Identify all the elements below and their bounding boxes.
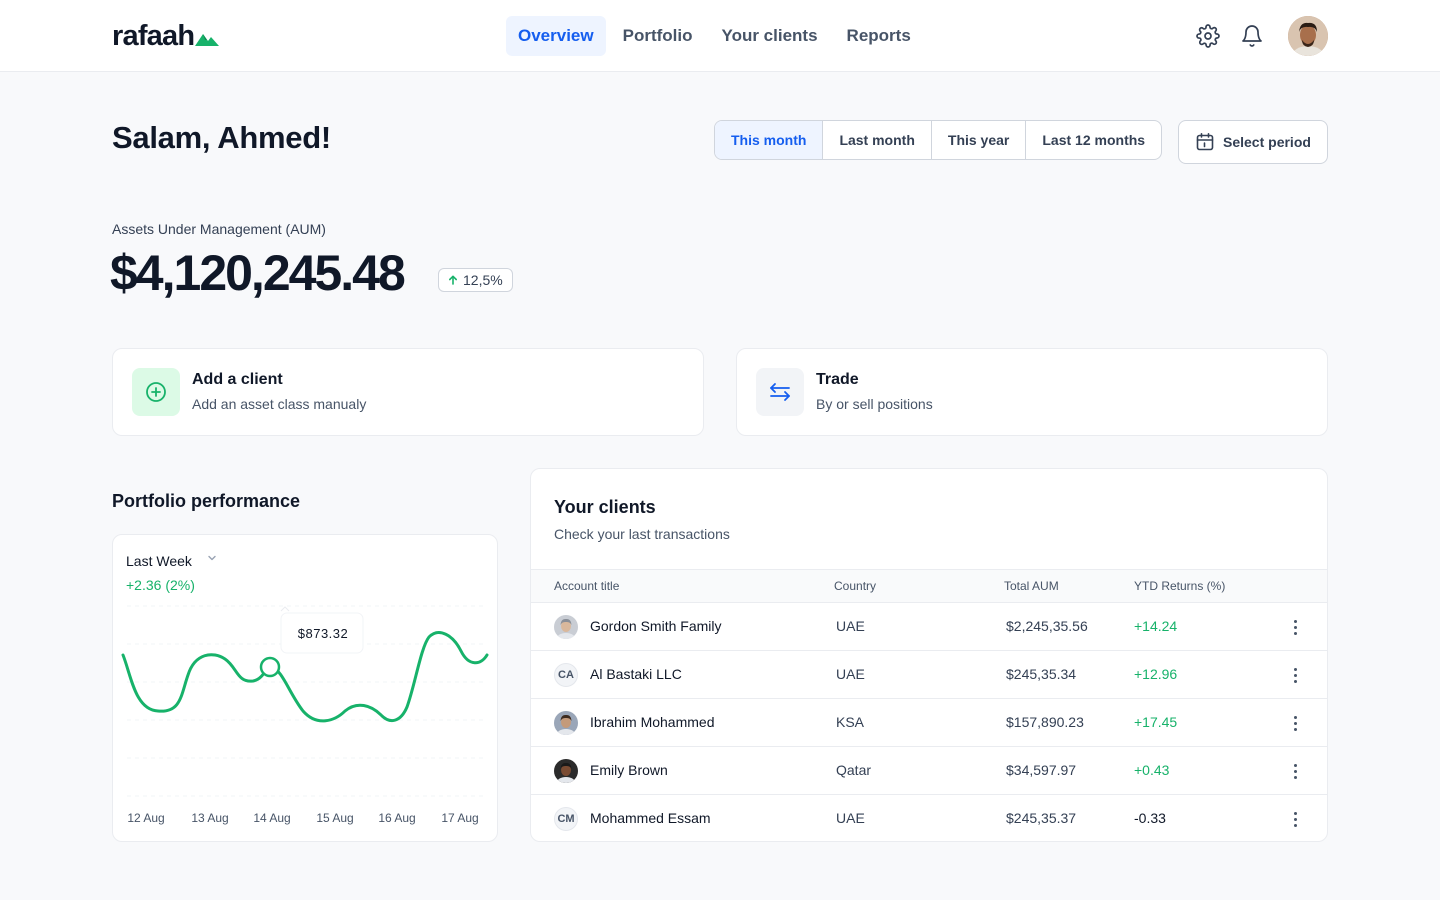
- trade-subtitle: By or sell positions: [816, 396, 933, 412]
- row-more-icon[interactable]: [1285, 760, 1305, 782]
- client-country: Qatar: [836, 762, 872, 778]
- portfolio-performance-title: Portfolio performance: [112, 491, 301, 511]
- portfolio-performance-card: $873.32 12 Aug 13 Aug 14 Aug 15 Aug 16 Aug 17…: [112, 534, 498, 842]
- arrow-up-icon: [448, 275, 457, 285]
- user-avatar[interactable]: [1288, 16, 1328, 56]
- x-tick-label: 12 Aug: [127, 811, 164, 825]
- select-period-button[interactable]: Select period: [1178, 120, 1328, 164]
- client-country: UAE: [836, 618, 865, 634]
- calendar-icon: [1196, 132, 1214, 151]
- gear-icon[interactable]: [1196, 24, 1220, 48]
- client-ytd-return: +17.45: [1134, 714, 1178, 730]
- client-name[interactable]: Al Bastaki LLC: [590, 666, 682, 682]
- logo-mountain-icon: [195, 34, 220, 46]
- row-more-icon[interactable]: [1285, 664, 1305, 686]
- select-period-label: Select period: [1223, 134, 1311, 150]
- client-total-aum: $2,245,35.56: [1006, 618, 1088, 634]
- top-header: rafaah Overview Portfolio Your clients R…: [0, 0, 1440, 72]
- clients-subtitle: Check your last transactions: [554, 526, 730, 542]
- table-row[interactable]: Emily Brown Qatar $34,597.97 +0.43: [531, 747, 1327, 795]
- range-dropdown-label: Last Week: [126, 553, 192, 569]
- performance-change: +2.36 (2%): [126, 577, 195, 593]
- clients-table-header: Account title Country Total AUM YTD Retu…: [531, 569, 1327, 603]
- chevron-down-icon: [208, 555, 216, 561]
- period-this-month[interactable]: This month: [715, 121, 824, 159]
- main-nav: Overview Portfolio Your clients Reports: [506, 16, 928, 56]
- client-ytd-return: -0.33: [1134, 810, 1166, 826]
- swap-arrows-icon: [770, 383, 790, 401]
- aum-label: Assets Under Management (AUM): [112, 221, 326, 237]
- client-name[interactable]: Emily Brown: [590, 762, 668, 778]
- add-client-icon-wrap: [132, 368, 180, 416]
- row-more-icon[interactable]: [1285, 616, 1305, 638]
- col-account-title[interactable]: Account title: [554, 579, 620, 593]
- add-client-card[interactable]: Add a client Add an asset class manualy: [112, 348, 704, 436]
- clients-title: Your clients: [554, 497, 656, 517]
- nav-your-clients[interactable]: Your clients: [721, 26, 818, 45]
- row-more-icon[interactable]: [1285, 712, 1305, 734]
- x-tick-label: 13 Aug: [191, 811, 228, 825]
- table-row[interactable]: Gordon Smith Family UAE $2,245,35.56 +14.24: [531, 603, 1327, 651]
- client-ytd-return: +14.24: [1134, 618, 1178, 634]
- add-client-title: Add a client: [192, 371, 283, 388]
- table-row[interactable]: Ibrahim Mohammed KSA $157,890.23 +17.45: [531, 699, 1327, 747]
- greeting-title: Salam, Ahmed!: [112, 120, 331, 155]
- col-total-aum[interactable]: Total AUM: [1004, 579, 1059, 593]
- bell-icon[interactable]: [1240, 24, 1264, 48]
- nav-portfolio[interactable]: Portfolio: [622, 26, 693, 45]
- period-this-year[interactable]: This year: [932, 121, 1027, 159]
- col-ytd-returns[interactable]: YTD Returns (%): [1134, 579, 1226, 593]
- user-avatar-image: [1288, 16, 1328, 56]
- brand-logo[interactable]: rafaah: [112, 20, 220, 52]
- client-total-aum: $157,890.23: [1006, 714, 1084, 730]
- x-tick-label: 14 Aug: [253, 811, 290, 825]
- client-avatar: CM: [554, 807, 578, 831]
- client-country: KSA: [836, 714, 865, 730]
- x-tick-label: 16 Aug: [378, 811, 415, 825]
- trade-title: Trade: [816, 371, 859, 388]
- performance-chart: $873.32 12 Aug 13 Aug 14 Aug 15 Aug 16 Aug 17…: [121, 605, 489, 825]
- client-avatar: [554, 615, 578, 639]
- client-avatar: [554, 711, 578, 735]
- client-country: UAE: [836, 810, 865, 826]
- period-segmented-control: This month Last month This year Last 12 …: [714, 120, 1163, 160]
- trade-icon-wrap: [756, 368, 804, 416]
- x-axis-ticks: 12 Aug 13 Aug 14 Aug 15 Aug 16 Aug 17 Aug: [127, 811, 478, 825]
- nav-reports[interactable]: Reports: [846, 26, 911, 45]
- client-name[interactable]: Ibrahim Mohammed: [590, 714, 715, 730]
- client-avatar: [554, 759, 578, 783]
- aum-change-value: 12,5%: [463, 272, 503, 288]
- client-total-aum: $245,35.37: [1006, 810, 1077, 826]
- tooltip-value: $873.32: [298, 626, 349, 641]
- row-more-icon[interactable]: [1285, 808, 1305, 830]
- client-avatar: CA: [554, 663, 578, 687]
- plus-circle-icon: [146, 382, 166, 402]
- client-country: UAE: [836, 666, 865, 682]
- clients-card: Your clients Check your last transaction…: [530, 468, 1328, 842]
- aum-change-badge: 12,5%: [438, 268, 513, 292]
- chart-tooltip: $873.32: [280, 606, 364, 654]
- client-ytd-return: +0.43: [1134, 762, 1170, 778]
- trade-card[interactable]: Trade By or sell positions: [736, 348, 1328, 436]
- period-last-12-months[interactable]: Last 12 months: [1042, 132, 1146, 148]
- hover-point[interactable]: [259, 656, 281, 678]
- client-total-aum: $34,597.97: [1006, 762, 1077, 778]
- table-row[interactable]: CA Al Bastaki LLC UAE $245,35.34 +12.96: [531, 651, 1327, 699]
- series-line: [121, 631, 489, 723]
- client-name[interactable]: Gordon Smith Family: [590, 618, 722, 634]
- x-tick-label: 15 Aug: [316, 811, 353, 825]
- col-country[interactable]: Country: [834, 579, 877, 593]
- period-last-month[interactable]: Last month: [823, 121, 932, 159]
- client-ytd-return: +12.96: [1134, 666, 1178, 682]
- table-row[interactable]: CM Mohammed Essam UAE $245,35.37 -0.33: [531, 795, 1327, 841]
- client-total-aum: $245,35.34: [1006, 666, 1077, 682]
- nav-overview[interactable]: Overview: [506, 16, 606, 56]
- range-dropdown[interactable]: Last Week: [126, 553, 218, 569]
- brand-name: rafaah: [112, 20, 195, 52]
- x-tick-label: 17 Aug: [441, 811, 478, 825]
- aum-value: $4,120,245.48: [110, 245, 406, 301]
- client-name[interactable]: Mohammed Essam: [590, 810, 711, 826]
- add-client-subtitle: Add an asset class manualy: [192, 396, 367, 412]
